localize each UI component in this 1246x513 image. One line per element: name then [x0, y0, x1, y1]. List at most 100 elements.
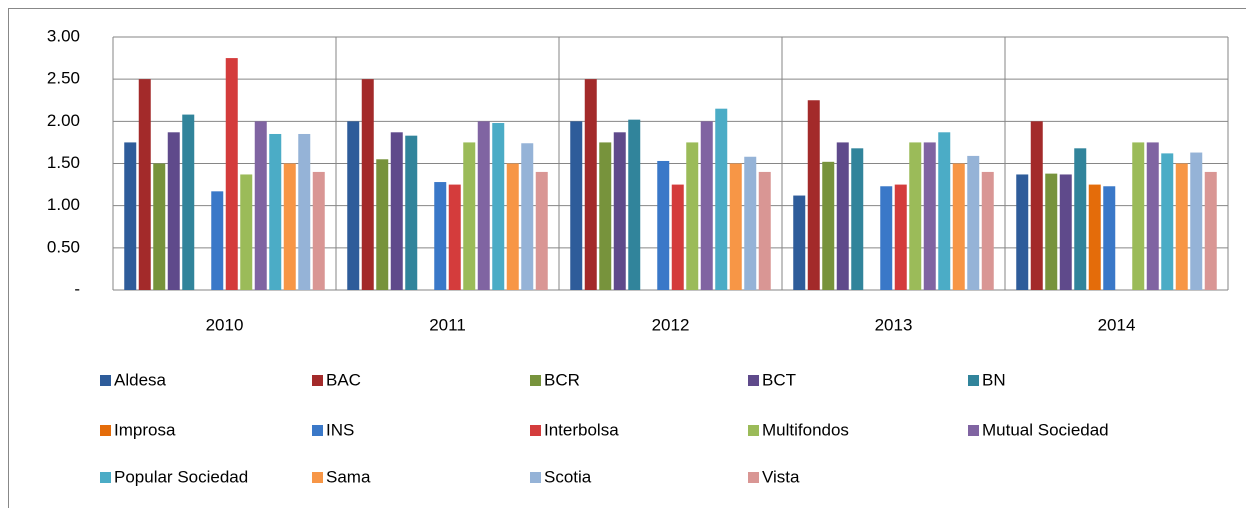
bar — [1074, 148, 1086, 290]
legend-swatch — [530, 472, 541, 483]
legend-label: Popular Sociedad — [114, 467, 248, 486]
legend-swatch — [100, 425, 111, 436]
y-tick-label: 1.50 — [47, 153, 80, 172]
legend-label: Sama — [326, 467, 371, 486]
legend-label: Aldesa — [114, 370, 167, 389]
legend-swatch — [968, 425, 979, 436]
bar — [851, 148, 863, 290]
legend-swatch — [100, 375, 111, 386]
bar — [1031, 121, 1043, 290]
bar — [1089, 185, 1101, 290]
legend-swatch — [530, 425, 541, 436]
legend-label: Mutual Sociedad — [982, 420, 1109, 439]
bar — [570, 121, 582, 290]
bar — [628, 120, 640, 290]
bar — [599, 142, 611, 290]
legend-label: Scotia — [544, 467, 592, 486]
legend-label: BN — [982, 370, 1006, 389]
bar — [837, 142, 849, 290]
bar — [808, 100, 820, 290]
legend-label: Multifondos — [762, 420, 849, 439]
bar — [1045, 174, 1057, 290]
legend-swatch — [312, 425, 323, 436]
bar — [744, 157, 756, 290]
bar — [211, 191, 223, 290]
bar — [255, 121, 267, 290]
bar — [139, 79, 151, 290]
bar — [1016, 174, 1028, 290]
bar — [298, 134, 310, 290]
bar — [153, 164, 165, 291]
legend-swatch — [312, 375, 323, 386]
bar — [240, 174, 252, 290]
bar — [376, 159, 388, 290]
bar — [672, 185, 684, 290]
x-tick-label: 2011 — [429, 315, 466, 334]
x-tick-label: 2010 — [206, 315, 244, 334]
bar — [909, 142, 921, 290]
legend-label: BAC — [326, 370, 361, 389]
bar — [1190, 153, 1202, 290]
legend-label: Vista — [762, 467, 800, 486]
bar — [895, 185, 907, 290]
bar — [536, 172, 548, 290]
legend-label: Interbolsa — [544, 420, 619, 439]
bar — [953, 164, 965, 291]
legend-label: BCR — [544, 370, 580, 389]
legend-swatch — [312, 472, 323, 483]
bar — [657, 161, 669, 290]
bar — [182, 115, 194, 290]
x-tick-label: 2012 — [652, 315, 690, 334]
x-tick-label: 2013 — [875, 315, 913, 334]
bar — [1147, 142, 1159, 290]
bar — [362, 79, 374, 290]
bar — [614, 132, 626, 290]
bar — [759, 172, 771, 290]
bar — [686, 142, 698, 290]
bar — [521, 143, 533, 290]
bar — [822, 162, 834, 290]
bar — [793, 196, 805, 290]
bar — [226, 58, 238, 290]
bar — [938, 132, 950, 290]
bar — [269, 134, 281, 290]
y-tick-label: 3.00 — [47, 26, 80, 45]
bar — [730, 164, 742, 291]
bar — [1205, 172, 1217, 290]
bar — [124, 142, 136, 290]
bar — [347, 121, 359, 290]
bar — [1161, 153, 1173, 290]
legend-label: INS — [326, 420, 354, 439]
legend-swatch — [530, 375, 541, 386]
legend-swatch — [100, 472, 111, 483]
bar — [701, 121, 713, 290]
bar — [168, 132, 180, 290]
bar — [391, 132, 403, 290]
bar — [507, 164, 519, 291]
legend-swatch — [748, 375, 759, 386]
y-tick-label: 2.50 — [47, 69, 80, 88]
y-tick-label: 2.00 — [47, 111, 80, 130]
x-tick-label: 2014 — [1098, 315, 1136, 334]
y-tick-label: 1.00 — [47, 195, 80, 214]
bar — [715, 109, 727, 290]
bar — [1176, 164, 1188, 291]
bar — [449, 185, 461, 290]
bar — [924, 142, 936, 290]
legend-label: Improsa — [114, 420, 176, 439]
legend-label: BCT — [762, 370, 796, 389]
bar — [284, 164, 296, 291]
y-tick-label: 0.50 — [47, 237, 80, 256]
bar — [880, 186, 892, 290]
legend-swatch — [748, 472, 759, 483]
bar — [1103, 186, 1115, 290]
bar — [1132, 142, 1144, 290]
bar — [463, 142, 475, 290]
bar — [313, 172, 325, 290]
bar — [1060, 174, 1072, 290]
bar — [585, 79, 597, 290]
legend-swatch — [968, 375, 979, 386]
bar — [492, 123, 504, 290]
bar — [967, 156, 979, 290]
